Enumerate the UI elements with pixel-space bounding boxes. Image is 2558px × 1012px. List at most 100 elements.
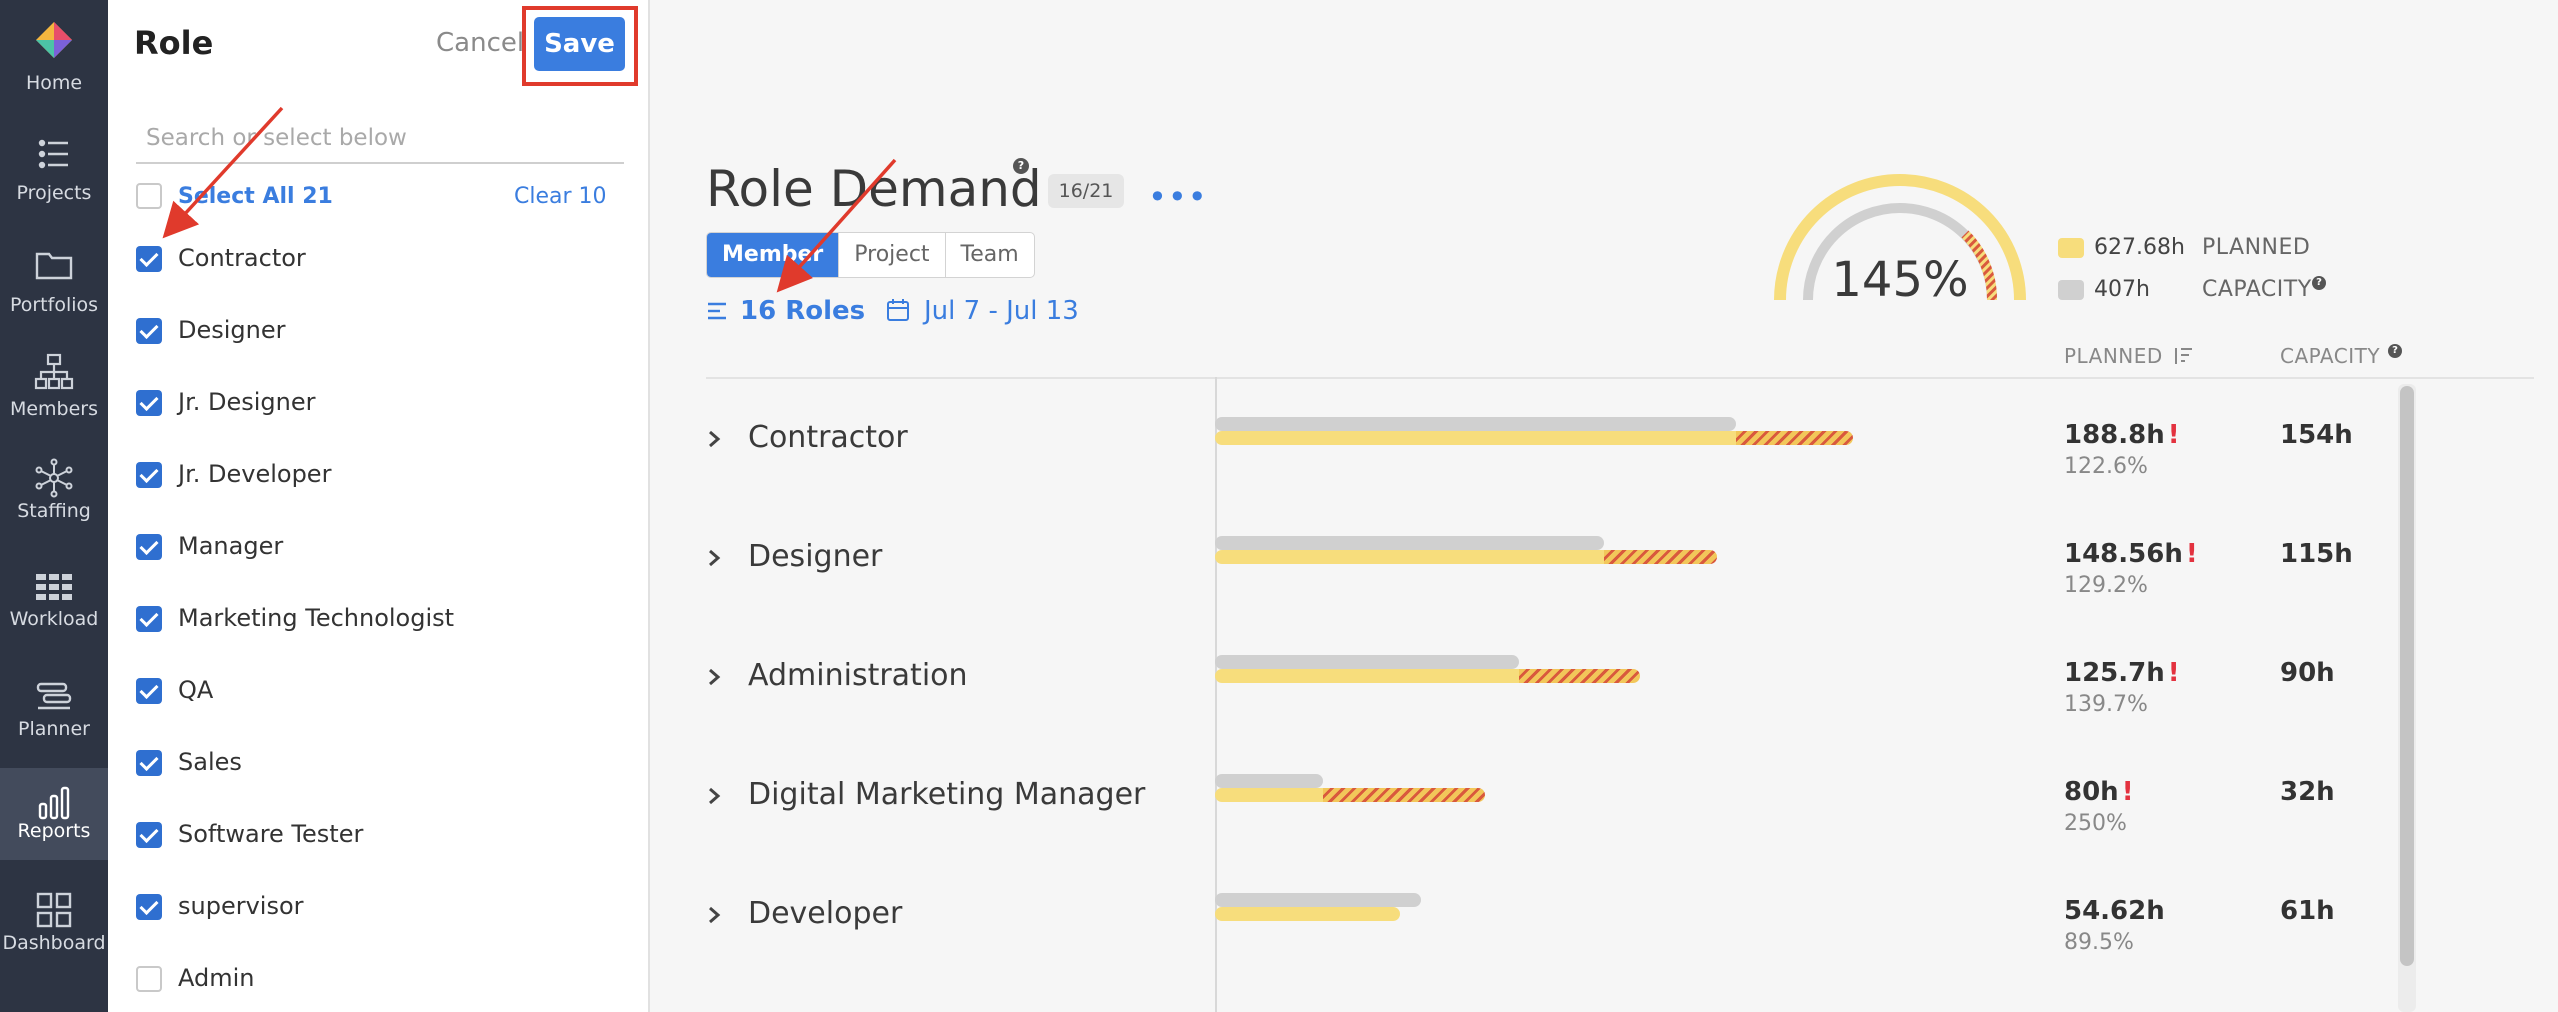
- role-option[interactable]: QA: [136, 672, 626, 712]
- role-option[interactable]: Marketing Technologist: [136, 600, 626, 640]
- nav-item-dashboard[interactable]: Dashboard: [0, 878, 108, 978]
- role-option[interactable]: Admin: [136, 960, 626, 1000]
- role-option-label: Sales: [178, 748, 242, 776]
- role-option[interactable]: Jr. Designer: [136, 384, 626, 424]
- search-input[interactable]: [136, 114, 624, 164]
- nav-item-reports[interactable]: Reports: [0, 768, 108, 860]
- role-checkbox[interactable]: [136, 750, 162, 776]
- overallocation-alert-icon: !: [2185, 539, 2198, 569]
- role-option[interactable]: Contractor: [136, 240, 626, 280]
- role-checkbox[interactable]: [136, 678, 162, 704]
- save-button[interactable]: Save: [534, 17, 625, 71]
- chevron-right-icon[interactable]: [706, 900, 724, 930]
- role-checkbox[interactable]: [136, 966, 162, 992]
- capacity-hours: 61h: [2280, 896, 2335, 926]
- table-row[interactable]: Administration 125.7h! 139.7% 90h: [706, 655, 2366, 738]
- tab-member[interactable]: Member: [707, 233, 840, 277]
- capacity-hours: 32h: [2280, 777, 2335, 807]
- select-all-link[interactable]: Select All 21: [178, 184, 333, 209]
- role-checkbox[interactable]: [136, 246, 162, 272]
- nav-label: Members: [9, 398, 99, 420]
- select-all-checkbox[interactable]: [136, 183, 162, 209]
- nav-label: Portfolios: [9, 294, 99, 316]
- role-option-label: Manager: [178, 532, 284, 560]
- role-checkbox[interactable]: [136, 390, 162, 416]
- capacity-bar: [1215, 655, 1520, 669]
- role-option[interactable]: Manager: [136, 528, 626, 568]
- view-toggle: Member Project Team: [706, 232, 1035, 278]
- help-icon[interactable]: ?: [2312, 276, 2326, 290]
- capacity-hours: 154h: [2280, 420, 2353, 450]
- overallocation-bar: [1323, 788, 1486, 802]
- planned-bar: [1215, 669, 1520, 683]
- sort-icon[interactable]: [2172, 346, 2194, 366]
- table-row[interactable]: Designer 148.56h! 129.2% 115h: [706, 536, 2366, 619]
- role-checkbox[interactable]: [136, 822, 162, 848]
- cancel-button[interactable]: Cancel: [436, 28, 525, 58]
- table-row[interactable]: Digital Marketing Manager 80h! 250% 32h: [706, 774, 2366, 857]
- scrollbar-thumb[interactable]: [2400, 386, 2414, 966]
- chevron-right-icon[interactable]: [706, 543, 724, 573]
- more-options-icon[interactable]: •••: [1148, 178, 1208, 216]
- table-row[interactable]: Developer 54.62h 89.5% 61h: [706, 893, 2366, 976]
- role-checkbox[interactable]: [136, 894, 162, 920]
- nav-label: Staffing: [17, 500, 91, 522]
- planned-hours: 125.7h!: [2064, 658, 2180, 688]
- nav-item-portfolios[interactable]: Portfolios: [0, 232, 108, 332]
- chevron-right-icon[interactable]: [706, 424, 724, 454]
- overallocation-alert-icon: !: [2167, 658, 2180, 688]
- folder-icon: [35, 252, 73, 280]
- planned-hours: 188.8h!: [2064, 420, 2180, 450]
- help-icon[interactable]: ?: [2388, 344, 2402, 358]
- chevron-right-icon[interactable]: [706, 781, 724, 811]
- chevron-right-icon[interactable]: [706, 662, 724, 692]
- nav-item-workload[interactable]: Workload: [0, 556, 108, 656]
- page-title: Role Demand: [706, 160, 1042, 218]
- capacity-legend-swatch: [2058, 280, 2084, 300]
- overallocation-alert-icon: !: [2167, 420, 2180, 450]
- planned-total: 627.68h: [2094, 235, 2185, 260]
- roles-filter-link[interactable]: 16 Roles: [740, 296, 866, 326]
- tab-team[interactable]: Team: [960, 242, 1019, 267]
- planner-icon: [36, 682, 72, 710]
- list-icon: [708, 302, 726, 320]
- table-row[interactable]: Contractor 188.8h! 122.6% 154h: [706, 417, 2366, 500]
- nav-label: Planner: [18, 718, 90, 740]
- capacity-bar: [1215, 536, 1604, 550]
- planned-column-header[interactable]: PLANNED: [2064, 344, 2163, 368]
- role-name: Digital Marketing Manager: [748, 777, 1146, 812]
- nav-item-planner[interactable]: Planner: [0, 664, 108, 764]
- clear-link[interactable]: Clear 10: [514, 184, 607, 209]
- role-option[interactable]: Software Tester: [136, 816, 626, 856]
- role-option[interactable]: Designer: [136, 312, 626, 352]
- role-option-label: Jr. Designer: [178, 388, 316, 416]
- nav-item-home[interactable]: Home: [0, 0, 108, 100]
- nav-item-projects[interactable]: Projects: [0, 118, 108, 218]
- role-option[interactable]: Sales: [136, 744, 626, 784]
- network-icon: [35, 458, 73, 498]
- capacity-hours: 115h: [2280, 539, 2353, 569]
- nav-label: Reports: [17, 820, 91, 842]
- utilization-percent: 139.7%: [2064, 692, 2148, 717]
- role-checkbox[interactable]: [136, 318, 162, 344]
- capacity-hours: 90h: [2280, 658, 2335, 688]
- role-checkbox[interactable]: [136, 606, 162, 632]
- nav-item-members[interactable]: Members: [0, 340, 108, 440]
- role-option-label: Contractor: [178, 244, 306, 272]
- role-option[interactable]: supervisor: [136, 888, 626, 928]
- role-option-label: Admin: [178, 964, 255, 992]
- capacity-bar: [1215, 417, 1736, 431]
- role-checkbox[interactable]: [136, 462, 162, 488]
- role-option-label: supervisor: [178, 892, 304, 920]
- role-checkbox[interactable]: [136, 534, 162, 560]
- help-icon[interactable]: ?: [1013, 158, 1029, 174]
- nav-label: Dashboard: [2, 932, 106, 954]
- capacity-bar: [1215, 774, 1324, 788]
- tab-project[interactable]: Project: [839, 233, 946, 277]
- role-option[interactable]: Jr. Developer: [136, 456, 626, 496]
- date-range-link[interactable]: Jul 7 - Jul 13: [924, 296, 1079, 326]
- role-name: Administration: [748, 658, 968, 693]
- nav-item-staffing[interactable]: Staffing: [0, 446, 108, 546]
- utilization-percent: 129.2%: [2064, 573, 2148, 598]
- role-option-label: Software Tester: [178, 820, 364, 848]
